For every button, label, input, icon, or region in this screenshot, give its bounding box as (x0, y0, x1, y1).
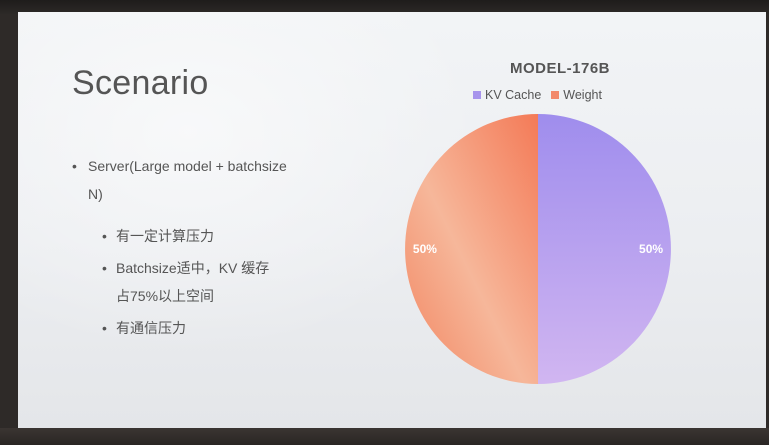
presentation-slide: Scenario • Server(Large model + batchsiz… (18, 12, 766, 428)
slide-title: Scenario (72, 64, 209, 102)
sub-bullet-text: Batchsize适中，KV 缓存占75%以上空间 (116, 260, 270, 304)
bullet-dot-icon: • (102, 228, 107, 244)
pie-slice-weight (405, 114, 538, 384)
legend-swatch-kv-cache (473, 91, 481, 99)
bullet-dot-icon: • (72, 158, 77, 174)
legend-item-kv-cache: KV Cache (473, 88, 541, 102)
sub-bullet-1: • 有一定计算压力 (102, 222, 272, 250)
pie-label-kv-cache: 50% (639, 242, 663, 256)
screen-frame-top (0, 0, 769, 14)
legend-swatch-weight (551, 91, 560, 99)
pie-chart: 50% 50% (405, 114, 671, 384)
legend-item-weight: Weight (551, 88, 602, 102)
bullet-dot-icon: • (102, 320, 107, 336)
chart-title: MODEL-176B (509, 60, 611, 77)
screen-frame-bottom (0, 428, 769, 445)
sub-bullet-text: 有通信压力 (116, 320, 186, 336)
bullet-dot-icon: • (102, 260, 107, 276)
pie-label-weight: 50% (413, 242, 437, 256)
legend-label-weight: Weight (563, 88, 602, 102)
chart-legend: KV Cache Weight (473, 88, 602, 102)
sub-bullet-2: • Batchsize适中，KV 缓存占75%以上空间 (102, 254, 272, 310)
sub-bullet-3: • 有通信压力 (102, 314, 272, 342)
pie-slice-kv-cache (538, 114, 671, 384)
legend-label-kv-cache: KV Cache (485, 88, 542, 102)
bullet-main-text: Server(Large model + batchsize N) (88, 158, 287, 202)
sub-bullet-text: 有一定计算压力 (116, 228, 214, 244)
bullet-main: • Server(Large model + batchsize N) (72, 152, 292, 208)
